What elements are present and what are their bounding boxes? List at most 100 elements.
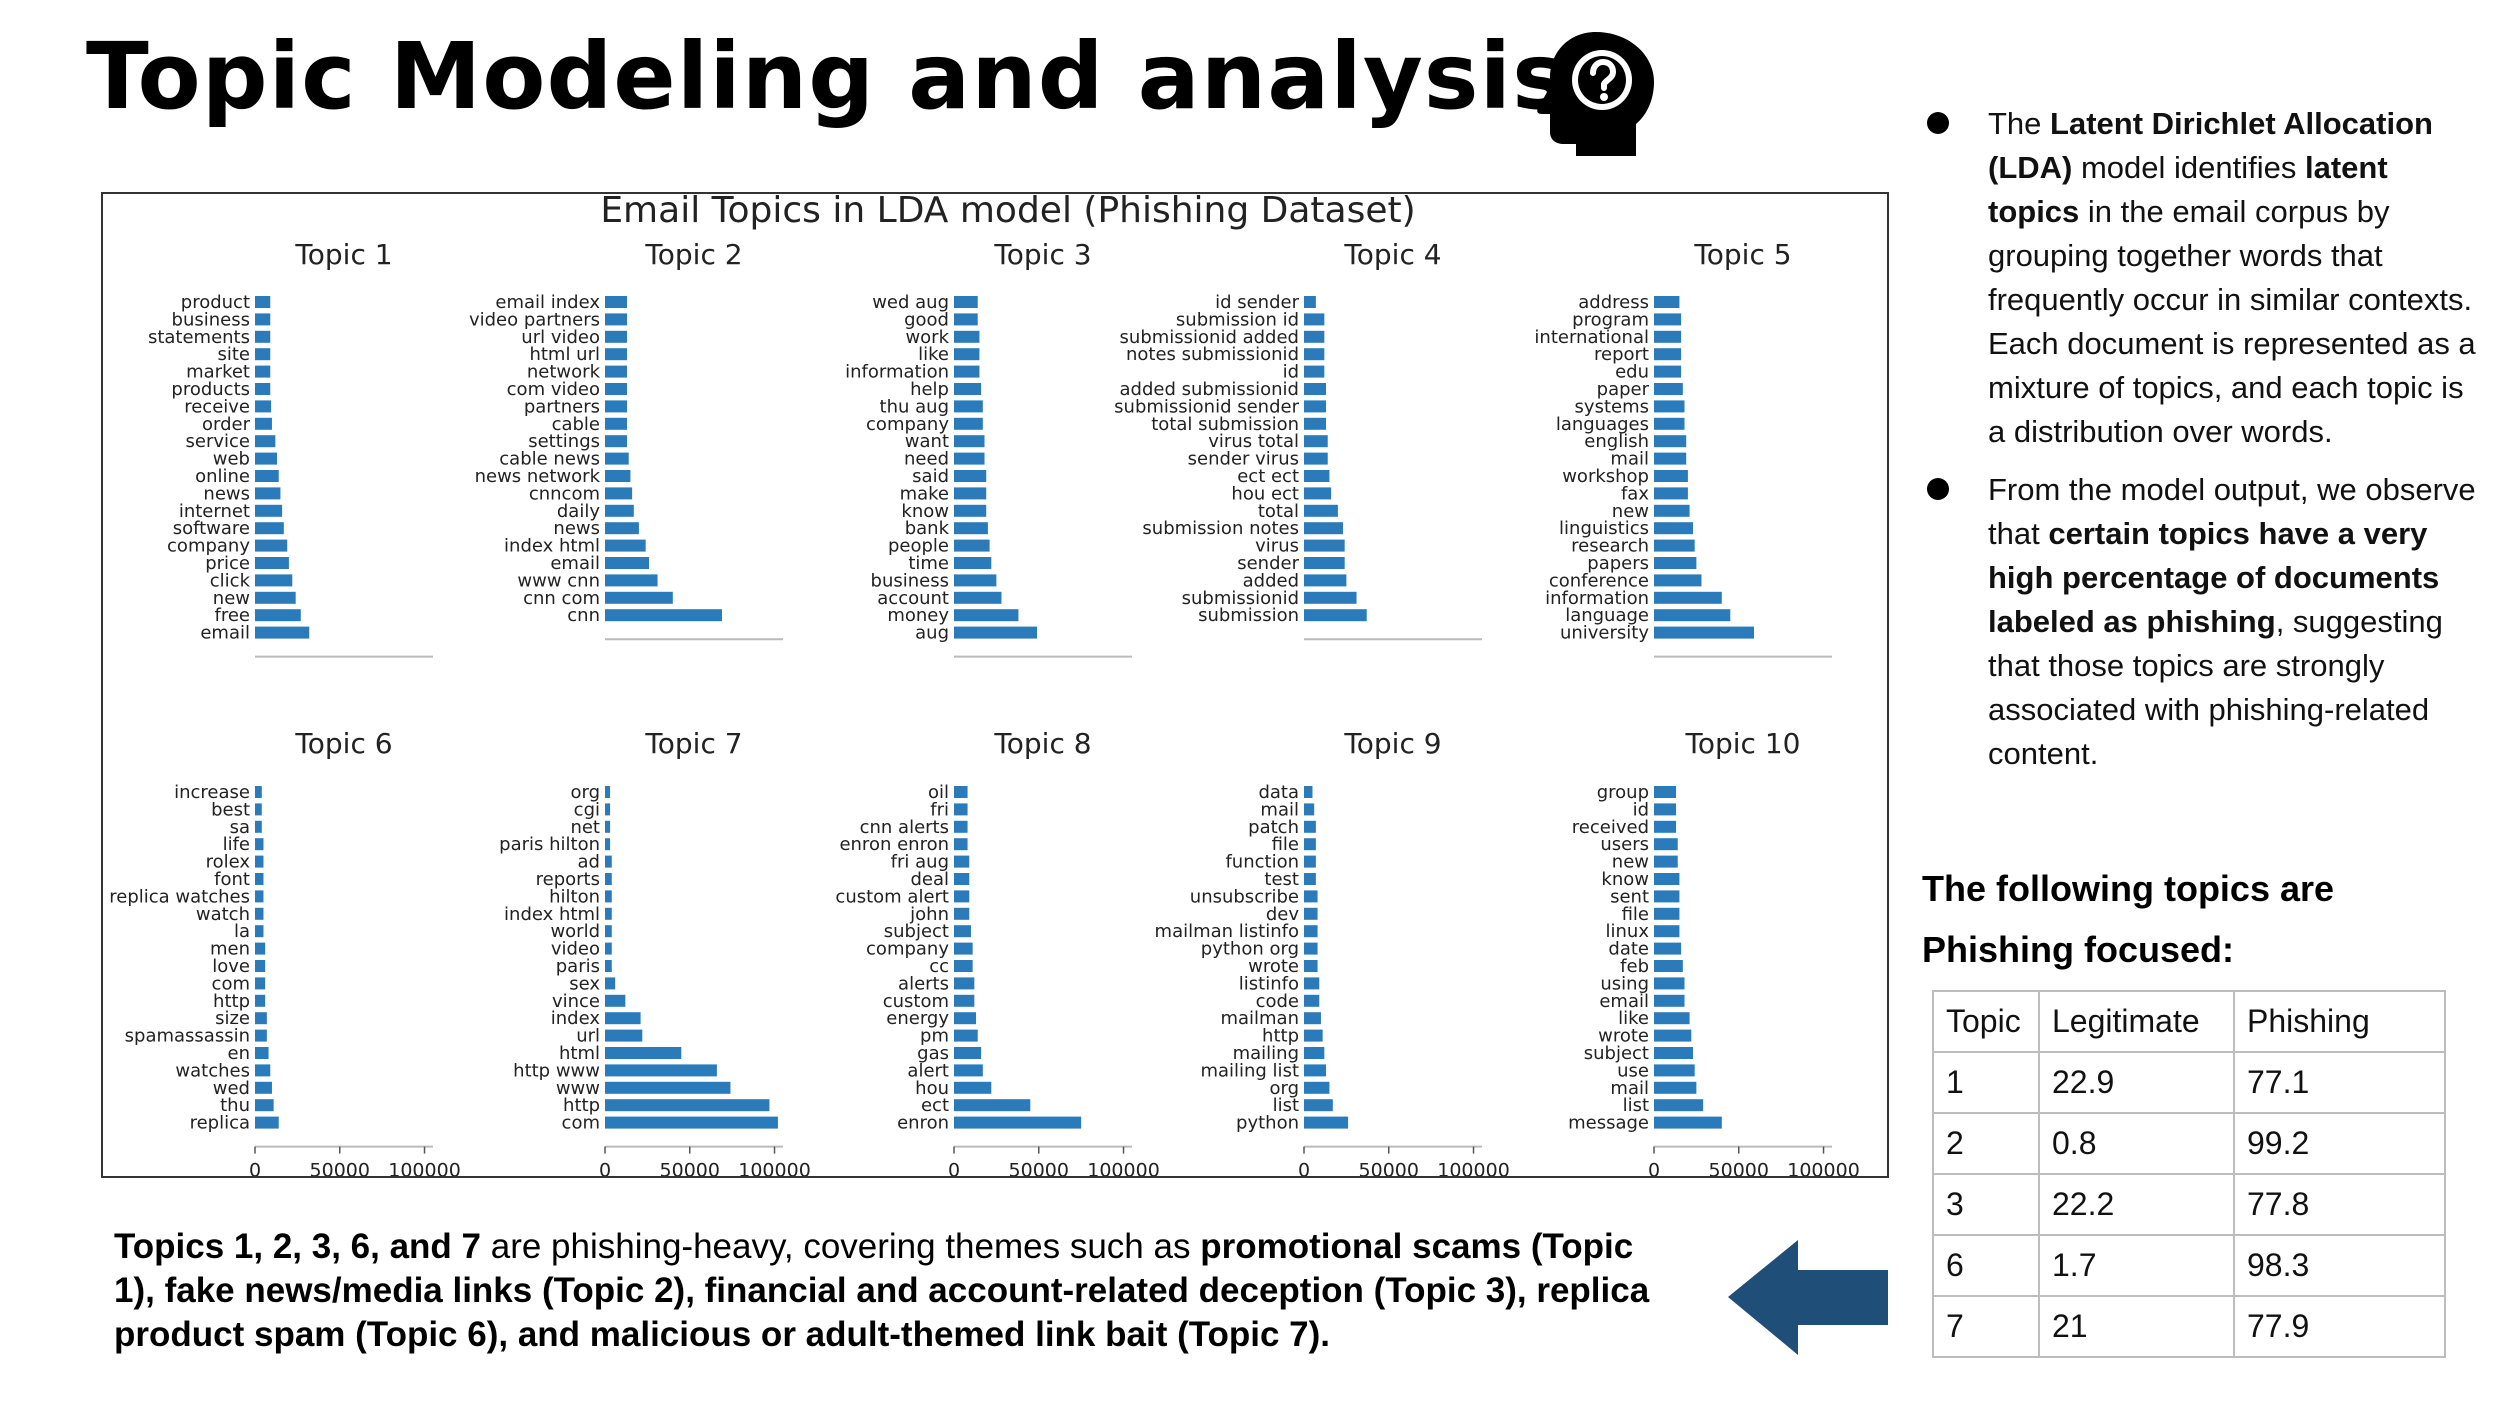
bar-label: cable xyxy=(552,414,600,435)
bar xyxy=(255,557,289,569)
bar xyxy=(605,1116,778,1129)
table-row: 7 21 77.9 xyxy=(1932,1295,2446,1358)
x-tick-label: 100000 xyxy=(738,1160,811,1176)
bar xyxy=(954,925,971,938)
bar xyxy=(255,591,296,604)
bar xyxy=(255,890,264,903)
bar xyxy=(605,522,639,535)
bullet-text: in the email corpus by grouping together… xyxy=(1988,194,2476,449)
bar xyxy=(605,365,628,378)
bar-label: total submission xyxy=(1151,414,1299,435)
bar-label: replica xyxy=(190,1113,250,1134)
bar-label: mailman listinfo xyxy=(1155,921,1299,942)
bar xyxy=(255,504,283,517)
subplot-title: Topic 10 xyxy=(1685,727,1801,760)
bar-label: ect ect xyxy=(1237,466,1299,487)
bar-label: conference xyxy=(1549,570,1649,591)
bar xyxy=(1654,1064,1695,1077)
bar-label: fri xyxy=(930,799,949,820)
bar-label: watch xyxy=(196,904,250,925)
bar-label: mail xyxy=(1260,799,1299,820)
bar xyxy=(605,435,628,448)
bar xyxy=(605,1099,770,1112)
bar-label: sent xyxy=(1610,886,1649,907)
bar-label: submissionid added xyxy=(1120,327,1299,348)
bar-label: list xyxy=(1623,1095,1649,1116)
bar xyxy=(954,820,968,833)
bar-label: news xyxy=(203,483,250,504)
bar xyxy=(255,296,271,308)
bar-label: web xyxy=(213,449,250,470)
bar-label: use xyxy=(1617,1060,1649,1081)
bar-label: cable news xyxy=(499,449,600,470)
bar xyxy=(605,1047,682,1059)
bar-label: html xyxy=(559,1043,600,1064)
bar xyxy=(255,960,266,972)
bar-label: linguistics xyxy=(1559,518,1649,539)
bar-label: www cnn xyxy=(517,570,600,591)
bar xyxy=(1654,1116,1722,1129)
bar-label: world xyxy=(550,921,600,942)
bar-label: www xyxy=(556,1078,600,1099)
subplot-title: Topic 5 xyxy=(1693,238,1791,271)
bar xyxy=(1654,400,1685,413)
bar xyxy=(255,330,271,343)
explanation-bullets: The Latent Dirichlet Allocation (LDA) mo… xyxy=(1925,102,2485,790)
bar xyxy=(605,557,650,569)
bar xyxy=(954,452,985,465)
bar-label: international xyxy=(1534,327,1649,348)
bar-label: new xyxy=(213,588,250,609)
table-cell: 77.1 xyxy=(2233,1051,2446,1114)
bar xyxy=(954,803,968,816)
table-header-cell: Phishing xyxy=(2233,990,2446,1053)
x-tick-label: 0 xyxy=(599,1160,611,1176)
bar-label: sender virus xyxy=(1188,449,1299,470)
bar-label: thu xyxy=(220,1095,250,1116)
bar xyxy=(954,1116,1082,1129)
bar xyxy=(255,417,272,430)
bar xyxy=(954,435,985,448)
bar-label: id xyxy=(1633,799,1649,820)
bar-label: users xyxy=(1600,834,1649,855)
bar-label: products xyxy=(171,379,250,400)
table-header-row: Topic Legitimate Phishing xyxy=(1932,990,2446,1053)
bar-label: submissionid sender xyxy=(1114,396,1299,417)
bar xyxy=(954,873,970,885)
bar-label: know xyxy=(901,501,949,522)
bar xyxy=(954,626,1038,639)
bar-label: statements xyxy=(148,327,250,348)
bar-label: deal xyxy=(910,869,949,890)
table-cell: 99.2 xyxy=(2233,1112,2446,1175)
bar-label: address xyxy=(1578,292,1649,313)
bar xyxy=(1304,365,1325,378)
bar xyxy=(1304,907,1318,920)
bar-label: report xyxy=(1594,344,1649,365)
bar-label: font xyxy=(214,869,250,890)
bar xyxy=(1304,609,1367,622)
bar xyxy=(605,470,631,482)
bar xyxy=(1304,1047,1325,1059)
bar-label: custom alert xyxy=(835,886,949,907)
table-row: 2 0.8 99.2 xyxy=(1932,1112,2446,1175)
phishing-topics-table: Topic Legitimate Phishing 1 22.9 77.1 2 0.8 99.… xyxy=(1932,990,2446,1358)
subplot-title: Topic 9 xyxy=(1343,727,1441,760)
bar xyxy=(255,470,279,482)
bar-label: aug xyxy=(915,623,949,644)
bar-label: cnn com xyxy=(523,588,600,609)
bar xyxy=(1654,890,1680,903)
bar-label: make xyxy=(900,483,949,504)
bar xyxy=(605,574,658,587)
bar-label: information xyxy=(845,362,949,383)
bar-label: cnn alerts xyxy=(860,817,949,838)
bar xyxy=(255,626,310,639)
bar xyxy=(605,786,611,798)
topic-subplot: Topic 5 addressprograminternationalreport… xyxy=(1534,238,1832,658)
bar-label: hou ect xyxy=(1231,483,1299,504)
bar-label: email xyxy=(200,623,250,644)
bar-label: python org xyxy=(1201,939,1299,960)
bar xyxy=(1654,855,1678,868)
bar-label: want xyxy=(905,431,949,452)
bar xyxy=(1654,1047,1693,1059)
bar xyxy=(954,977,975,990)
